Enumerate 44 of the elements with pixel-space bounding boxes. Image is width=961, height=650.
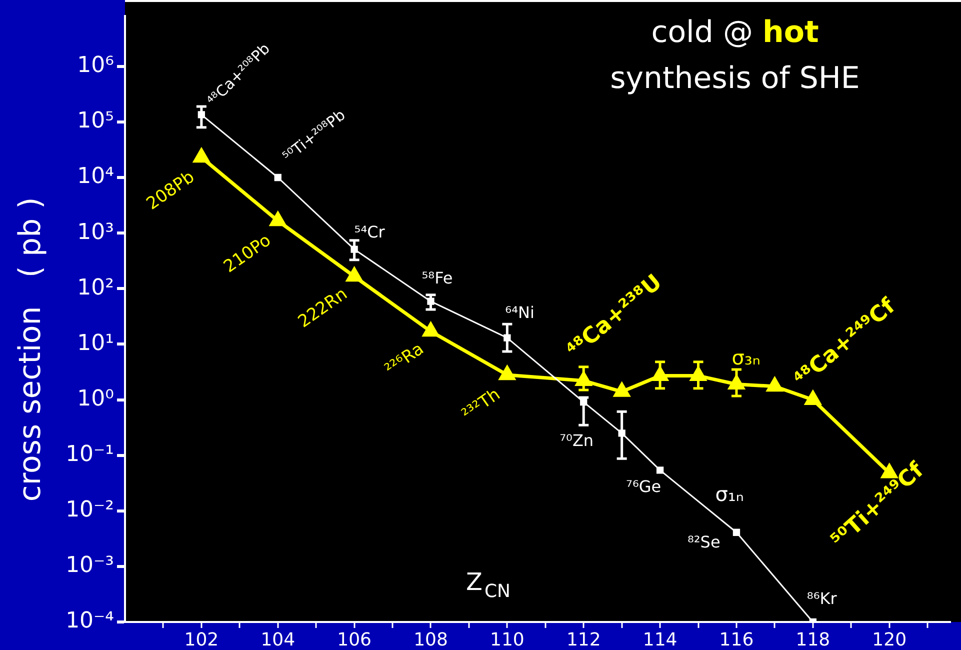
y-tick-label: 10⁻³ — [66, 553, 114, 578]
x-tick-label: 120 — [872, 629, 907, 650]
y-tick-label: 10² — [77, 275, 114, 300]
y-tick-label: 10⁵ — [77, 108, 114, 134]
x-tick-label: 112 — [566, 629, 601, 650]
point — [766, 378, 783, 392]
annotation: ⁸⁶Kr — [806, 589, 838, 608]
y-tick-label: 10⁻⁴ — [66, 608, 114, 634]
y-tick-label: 10⁻² — [66, 498, 114, 523]
x-tick-label: 118 — [796, 629, 830, 650]
annotation: ⁷⁶Ge — [626, 477, 662, 496]
annotation: ⁵⁴Cr — [354, 222, 386, 242]
y-tick-label: 10⁶ — [77, 53, 114, 78]
y-axis-title: cross section ( pb ) — [13, 197, 48, 502]
annotation: ⁸²Se — [687, 532, 720, 552]
annotation: ⁶⁴Ni — [505, 302, 534, 322]
point — [194, 148, 210, 163]
point — [274, 174, 282, 182]
x-tick-label: 102 — [184, 629, 219, 650]
series-label: σ₃ₙ — [732, 346, 760, 370]
point — [805, 391, 821, 405]
point — [270, 212, 286, 226]
point — [499, 366, 515, 380]
annotation: ⁵⁸Fe — [422, 268, 453, 288]
x-tick-label: 104 — [260, 629, 296, 650]
x-tick-label: 116 — [719, 629, 754, 650]
annotation: ²²⁶Ra — [381, 339, 428, 380]
annotation: ⁷⁰Zn — [560, 431, 594, 450]
x-tick-label: 108 — [414, 629, 448, 650]
y-tick-label: 10⁴ — [77, 164, 114, 190]
series-label: σ₁ₙ — [715, 482, 744, 506]
y-tick-label: 10⁰ — [77, 386, 114, 412]
point — [422, 322, 439, 337]
annotation: ²³²Th — [458, 384, 504, 425]
x-tick-label: 114 — [642, 629, 678, 650]
point — [346, 268, 362, 282]
chart-title: cold @ hot — [651, 15, 819, 50]
x-tick-label: 106 — [337, 629, 372, 650]
y-tick-label: 10⁻¹ — [66, 442, 114, 468]
x-tick-label: 110 — [490, 629, 524, 650]
y-tick-label: 10¹ — [77, 330, 114, 356]
point — [614, 382, 630, 397]
text: synthesis of SHE — [610, 61, 860, 96]
y-tick-label: 10³ — [77, 220, 114, 245]
